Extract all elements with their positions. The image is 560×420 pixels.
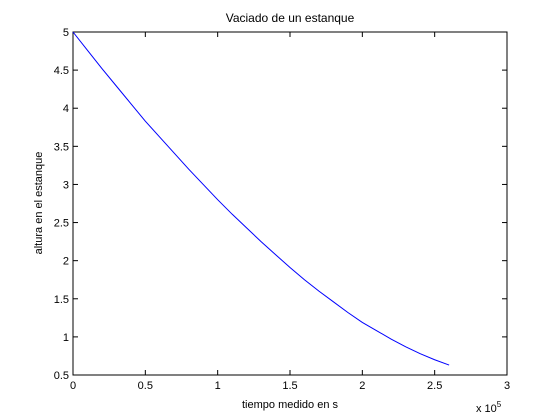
- y-tick-label: 2.5: [54, 218, 69, 230]
- x-exponent-base: x 10: [476, 403, 497, 415]
- y-tick-label: 4: [63, 103, 69, 115]
- series-line: [72, 31, 450, 366]
- x-tick-label: 0: [70, 380, 76, 392]
- x-axis-label: tiempo medido en s: [242, 399, 338, 411]
- y-tick-label: 5: [63, 27, 69, 39]
- x-tick-label: 3: [504, 380, 510, 392]
- chart-title: Vaciado de un estanque: [226, 11, 355, 25]
- y-tick-label: 4.5: [54, 65, 69, 77]
- plot-area: [72, 31, 508, 376]
- x-tick-label: 2: [359, 380, 365, 392]
- y-tick-label: 0.5: [54, 370, 69, 382]
- x-exponent-power: 5: [497, 400, 502, 409]
- y-tick-label: 2: [63, 256, 69, 268]
- y-tick-label: 1: [63, 332, 69, 344]
- y-tick-label: 3: [63, 179, 69, 191]
- x-tick-label: 2.5: [427, 380, 442, 392]
- x-tick-label: 1: [215, 380, 221, 392]
- y-tick-label: 3.5: [54, 141, 69, 153]
- x-tick-label: 0.5: [138, 380, 153, 392]
- x-tick-label: 1.5: [282, 380, 297, 392]
- y-tick-label: 1.5: [54, 294, 69, 306]
- x-axis-ticks: 0 0.5 1 1.5 2 2.5 3: [70, 32, 510, 392]
- y-axis-ticks: 0.5 1 1.5 2 2.5 3 3.5 4 4.5 5: [54, 27, 507, 382]
- x-axis-exponent: x 105: [476, 400, 502, 415]
- y-axis-label: altura en el estanque: [33, 152, 45, 255]
